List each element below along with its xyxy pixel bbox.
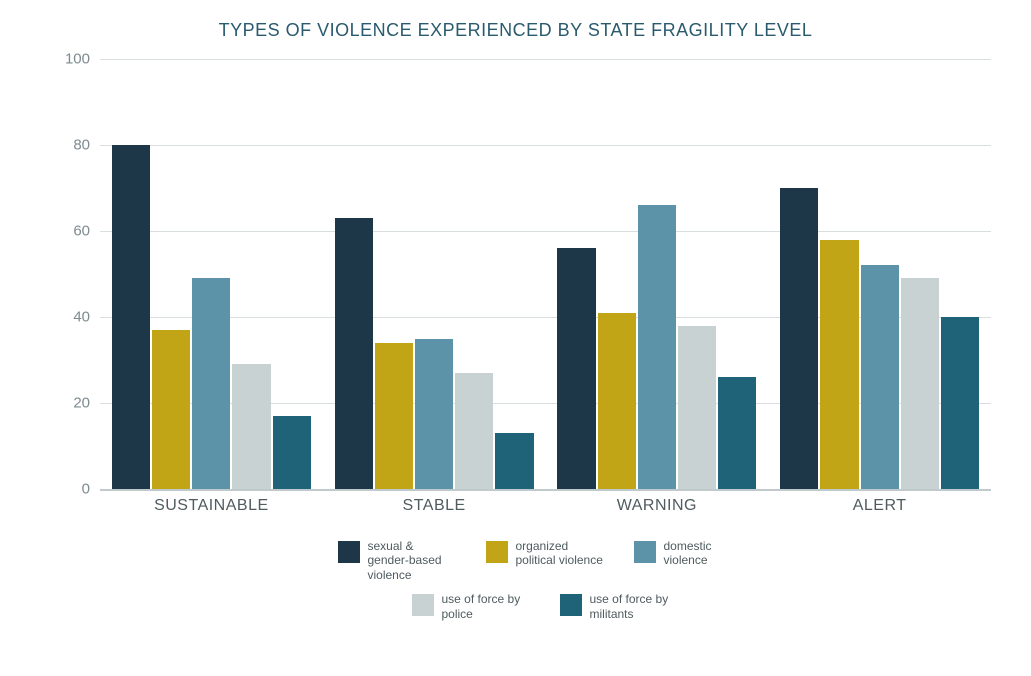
y-tick-label: 0 — [82, 481, 100, 498]
legend-item: use of force by police — [412, 592, 532, 621]
bar-group — [100, 59, 323, 489]
legend-label: use of force by militants — [590, 592, 680, 621]
bar — [232, 364, 270, 489]
legend-label: sexual & gender-based violence — [368, 539, 458, 582]
bar — [820, 240, 858, 489]
y-tick-label: 60 — [73, 223, 100, 240]
bar — [375, 343, 413, 489]
legend-swatch — [338, 541, 360, 563]
bar-group — [546, 59, 769, 489]
bar — [718, 377, 756, 489]
legend-swatch — [486, 541, 508, 563]
legend-swatch — [412, 594, 434, 616]
x-tick-label: ALERT — [768, 497, 991, 515]
legend-swatch — [560, 594, 582, 616]
bar — [598, 313, 636, 489]
legend-label: domestic violence — [664, 539, 754, 568]
bar — [112, 145, 150, 489]
legend-row: use of force by police use of force by mi… — [412, 592, 680, 621]
bar — [415, 339, 453, 490]
chart-title: TYPES OF VIOLENCE EXPERIENCED BY STATE F… — [30, 20, 1001, 41]
plot-area: Percent of respondents 020406080100 SUST… — [100, 59, 991, 489]
bar — [557, 248, 595, 489]
legend-row: sexual & gender-based violence organized … — [338, 539, 754, 582]
x-tick-label: STABLE — [323, 497, 546, 515]
bar — [455, 373, 493, 489]
legend-label: organized political violence — [516, 539, 606, 568]
bar — [780, 188, 818, 489]
bar — [192, 278, 230, 489]
gridline — [100, 489, 991, 491]
y-tick-label: 100 — [65, 51, 100, 68]
legend-item: sexual & gender-based violence — [338, 539, 458, 582]
bars-row — [100, 59, 991, 489]
bar — [861, 265, 899, 489]
legend-item: use of force by militants — [560, 592, 680, 621]
legend: sexual & gender-based violence organized … — [100, 539, 991, 621]
bar — [273, 416, 311, 489]
bar — [941, 317, 979, 489]
bar — [335, 218, 373, 489]
chart-container: TYPES OF VIOLENCE EXPERIENCED BY STATE F… — [0, 0, 1031, 676]
x-axis-labels: SUSTAINABLESTABLEWARNINGALERT — [100, 497, 991, 515]
legend-swatch — [634, 541, 656, 563]
legend-label: use of force by police — [442, 592, 532, 621]
bar — [678, 326, 716, 489]
y-tick-label: 80 — [73, 137, 100, 154]
legend-item: domestic violence — [634, 539, 754, 582]
x-tick-label: WARNING — [546, 497, 769, 515]
bar — [901, 278, 939, 489]
x-tick-label: SUSTAINABLE — [100, 497, 323, 515]
y-tick-label: 20 — [73, 395, 100, 412]
legend-item: organized political violence — [486, 539, 606, 582]
bar — [495, 433, 533, 489]
bar — [152, 330, 190, 489]
bar-group — [323, 59, 546, 489]
bar-group — [768, 59, 991, 489]
y-tick-label: 40 — [73, 309, 100, 326]
bar — [638, 205, 676, 489]
